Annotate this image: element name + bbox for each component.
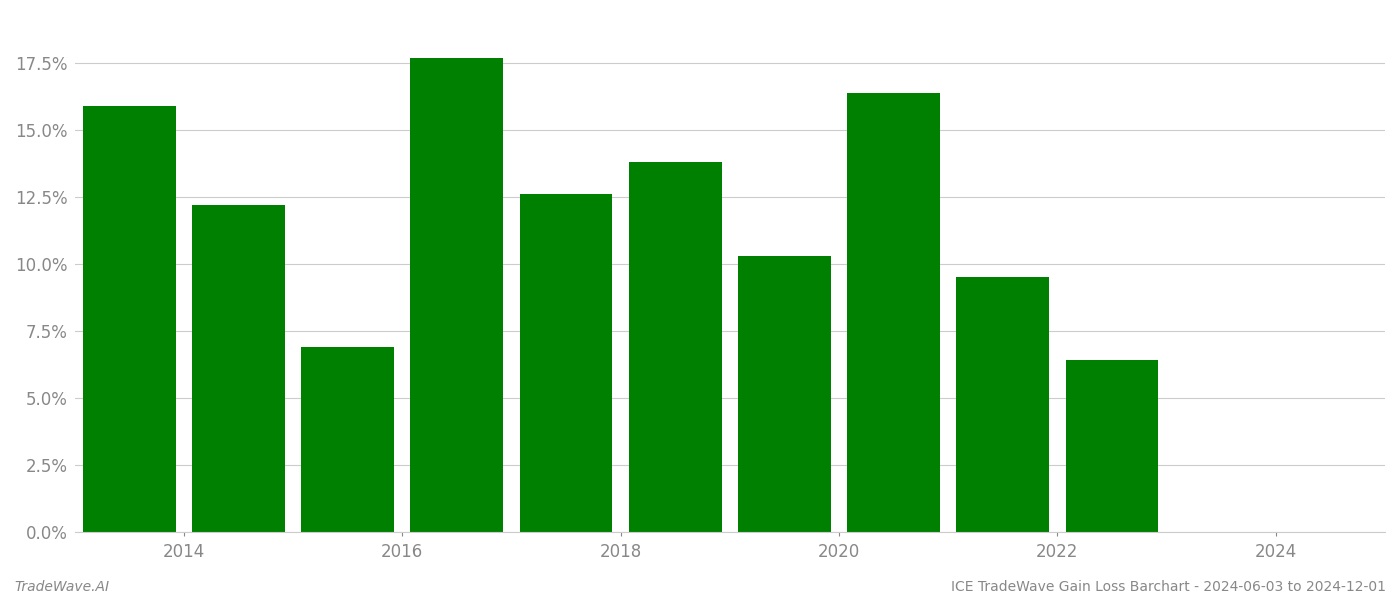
Bar <box>1065 361 1158 532</box>
Bar <box>738 256 830 532</box>
Bar <box>192 205 284 532</box>
Bar <box>83 106 175 532</box>
Bar <box>519 194 612 532</box>
Text: TradeWave.AI: TradeWave.AI <box>14 580 109 594</box>
Bar <box>847 92 939 532</box>
Bar <box>410 58 503 532</box>
Bar <box>629 162 721 532</box>
Text: ICE TradeWave Gain Loss Barchart - 2024-06-03 to 2024-12-01: ICE TradeWave Gain Loss Barchart - 2024-… <box>951 580 1386 594</box>
Bar <box>301 347 393 532</box>
Bar <box>956 277 1049 532</box>
